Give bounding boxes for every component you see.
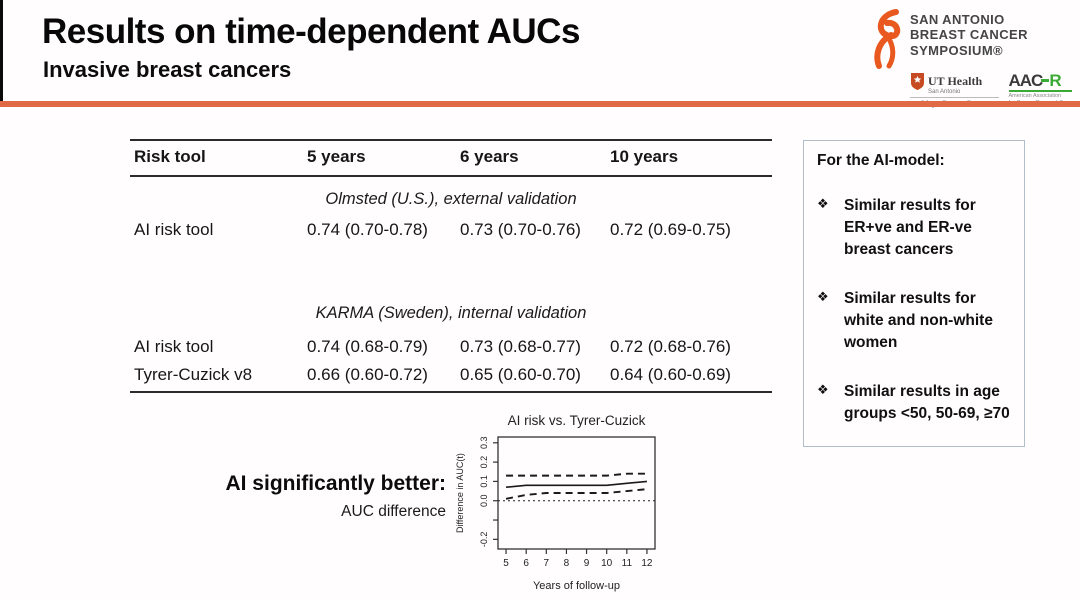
row-tool-label: AI risk tool: [134, 337, 214, 356]
ut-health-divider: [910, 97, 999, 98]
svg-text:Difference in AUC(t): Difference in AUC(t): [455, 453, 465, 533]
svg-text:7: 7: [544, 558, 550, 569]
aacr-sub-line-1: American Association: [1008, 93, 1062, 99]
chart-annotation: AI significantly better: AUC difference: [140, 472, 446, 521]
table-row: AI risk tool 0.74 (0.70-0.78) 0.73 (0.70…: [130, 218, 772, 244]
svg-text:0.3: 0.3: [479, 437, 489, 450]
cell-value: 0.66 (0.60-0.72): [307, 365, 428, 384]
aacr-green-dash: [1041, 79, 1050, 82]
list-item: ❖ Similar results for white and non-whit…: [817, 288, 1011, 354]
svg-text:8: 8: [564, 558, 570, 569]
row-tool-label: AI risk tool: [134, 220, 214, 239]
aacr-wordmark: AAC R: [1009, 72, 1073, 89]
svg-text:-0.2: -0.2: [479, 532, 489, 548]
panel-heading: For the AI-model:: [817, 152, 945, 169]
aacr-abbr-main: AAC: [1008, 71, 1044, 90]
ut-health-name: UT Health: [928, 73, 983, 88]
bullet-text: Similar results for white and non-white …: [844, 290, 993, 351]
table-row: Tyrer-Cuzick v8 0.66 (0.60-0.72) 0.65 (0…: [130, 363, 772, 391]
svg-text:9: 9: [584, 558, 590, 569]
list-item: ❖ Similar results for ER+ve and ER-ve br…: [817, 195, 1011, 261]
svg-text:12: 12: [641, 558, 653, 569]
section-caption-olmsted: Olmsted (U.S.), external validation: [325, 190, 577, 208]
divider-rule: [0, 101, 1080, 107]
svg-text:5: 5: [503, 558, 509, 569]
diamond-bullet-icon: ❖: [817, 382, 829, 397]
ut-health-sub: San Antonio: [928, 89, 961, 95]
left-edge-bar: [0, 0, 3, 101]
sabcs-logo-text: SAN ANTONIO BREAST CANCER SYMPOSIUM®: [910, 12, 1028, 58]
aacr-abbr-last: R: [1049, 71, 1061, 90]
table-row: AI risk tool 0.74 (0.68-0.79) 0.73 (0.68…: [130, 335, 772, 361]
sabcs-logo: SAN ANTONIO BREAST CANCER SYMPOSIUM® UT …: [866, 6, 1072, 108]
auc-chart-canvas: AI risk vs. Tyrer-Cuzick 0.3 0.2 0.1 0.0 -0.2…: [455, 413, 656, 592]
page-title: Results on time-dependent AUCs: [42, 12, 580, 51]
panel-bullet-list: ❖ Similar results for ER+ve and ER-ve br…: [817, 195, 1011, 425]
col-header-6-years: 6 years: [460, 147, 519, 166]
annotation-headline: AI significantly better:: [225, 472, 446, 495]
cell-value: 0.64 (0.60-0.69): [610, 365, 731, 384]
title-block: Results on time-dependent AUCs Invasive …: [42, 12, 580, 83]
table-top-rule: [130, 139, 772, 141]
svg-text:0.2: 0.2: [479, 456, 489, 469]
svg-text:0.0: 0.0: [479, 494, 489, 507]
table-bottom-rule: [130, 391, 772, 393]
diamond-bullet-icon: ❖: [817, 196, 829, 211]
svg-text:6: 6: [523, 558, 529, 569]
page-subtitle: Invasive breast cancers: [43, 57, 292, 82]
col-header-5-years: 5 years: [307, 147, 366, 166]
cell-value: 0.65 (0.60-0.70): [460, 365, 581, 384]
bullet-text: Similar results in age groups <50, 50-69…: [844, 383, 1010, 422]
table-header-row: Risk tool 5 years 6 years 10 years: [130, 141, 772, 175]
bullet-text: Similar results for ER+ve and ER-ve brea…: [844, 197, 976, 258]
sabcs-line-3: SYMPOSIUM®: [910, 42, 1004, 58]
cell-value: 0.72 (0.69-0.75): [610, 220, 731, 239]
auc-difference-chart: AI risk vs. Tyrer-Cuzick 0.3 0.2 0.1 0.0 -0.2…: [450, 408, 700, 599]
svg-text:10: 10: [601, 558, 613, 569]
cell-value: 0.72 (0.68-0.76): [610, 337, 731, 356]
diamond-bullet-icon: ❖: [817, 289, 829, 304]
list-item: ❖ Similar results in age groups <50, 50-…: [817, 381, 1011, 425]
sabcs-ribbon-icon: [874, 9, 901, 69]
table-header-rule: [130, 175, 772, 177]
auc-results-table: Risk tool 5 years 6 years 10 years Olmst…: [130, 139, 772, 393]
row-tool-label: Tyrer-Cuzick v8: [134, 365, 253, 384]
svg-text:0.1: 0.1: [479, 475, 489, 488]
sabcs-logo-top: SAN ANTONIO BREAST CANCER SYMPOSIUM®: [866, 6, 1072, 70]
svg-text:AI risk vs. Tyrer-Cuzick: AI risk vs. Tyrer-Cuzick: [508, 413, 646, 428]
sabcs-line-1: SAN ANTONIO: [910, 12, 1005, 27]
ut-health-shield-icon: [911, 73, 924, 90]
section-caption-karma: KARMA (Sweden), internal validation: [315, 304, 587, 322]
svg-text:11: 11: [622, 558, 633, 569]
ut-health-top: UT Health: [910, 72, 999, 90]
sabcs-line-2: BREAST CANCER: [910, 27, 1028, 43]
cell-value: 0.74 (0.68-0.79): [307, 337, 428, 356]
col-header-10-years: 10 years: [610, 147, 679, 166]
ai-model-notes-panel: For the AI-model: ❖ Similar results for …: [803, 140, 1025, 447]
col-header-risk-tool: Risk tool: [134, 147, 206, 166]
cell-value: 0.73 (0.70-0.76): [460, 220, 581, 239]
cell-value: 0.73 (0.68-0.77): [460, 337, 581, 356]
svg-text:Years of follow-up: Years of follow-up: [533, 580, 620, 592]
annotation-subline: AUC difference: [341, 503, 446, 520]
cell-value: 0.74 (0.70-0.78): [307, 220, 428, 239]
